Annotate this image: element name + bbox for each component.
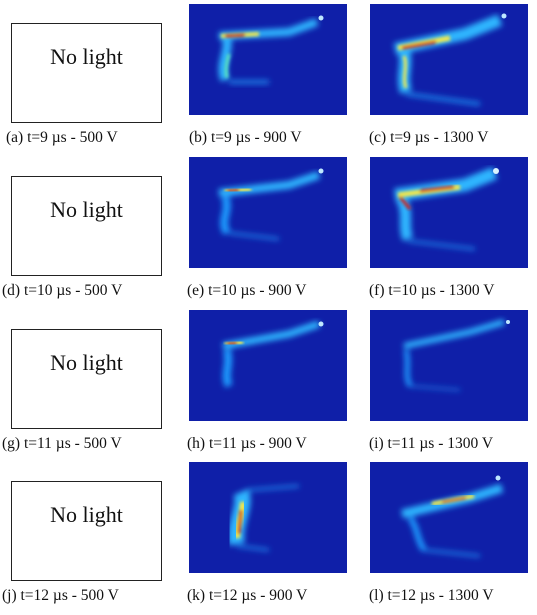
light-emission-image xyxy=(189,310,347,421)
panel-caption: (i) t=11 µs - 1300 V xyxy=(369,435,494,452)
panel-caption: (f) t=10 µs - 1300 V xyxy=(369,282,495,299)
panel-caption: (j) t=12 µs - 500 V xyxy=(2,587,119,604)
panel-caption: (b) t=9 µs - 900 V xyxy=(189,129,302,146)
panel-caption: (a) t=9 µs - 500 V xyxy=(6,129,118,146)
light-emission-image xyxy=(370,157,528,268)
panel-caption: (c) t=9 µs - 1300 V xyxy=(369,129,489,146)
panel-caption: (l) t=12 µs - 1300 V xyxy=(369,587,494,604)
no-light-label: No light xyxy=(50,350,123,375)
light-emission-image xyxy=(370,310,528,421)
figure-row-3: No light (g) t=11 µs - 500 V xyxy=(0,310,537,463)
light-emission-image xyxy=(189,4,347,115)
no-light-label: No light xyxy=(50,44,123,69)
panel-caption: (d) t=10 µs - 500 V xyxy=(2,282,123,299)
panel-caption: (k) t=12 µs - 900 V xyxy=(187,587,308,604)
no-light-label: No light xyxy=(50,197,123,222)
figure-row-4: No light (j) t=12 µs - 500 V xyxy=(0,462,537,615)
figure-row-2: No light (d) t=10 µs - 500 V xyxy=(0,157,537,310)
no-light-box: No light xyxy=(11,329,162,429)
panel-caption: (g) t=11 µs - 500 V xyxy=(2,435,122,452)
light-emission-image xyxy=(189,157,347,268)
light-emission-image xyxy=(370,4,528,115)
no-light-label: No light xyxy=(50,502,123,527)
light-emission-image xyxy=(370,462,528,573)
no-light-box: No light xyxy=(11,23,162,123)
panel-caption: (h) t=11 µs - 900 V xyxy=(187,435,307,452)
figure-row-1: No light (a) t=9 µs - 500 V xyxy=(0,4,537,157)
panel-caption: (e) t=10 µs - 900 V xyxy=(187,282,307,299)
no-light-box: No light xyxy=(11,176,162,276)
no-light-box: No light xyxy=(11,481,162,581)
light-emission-image xyxy=(189,462,347,573)
